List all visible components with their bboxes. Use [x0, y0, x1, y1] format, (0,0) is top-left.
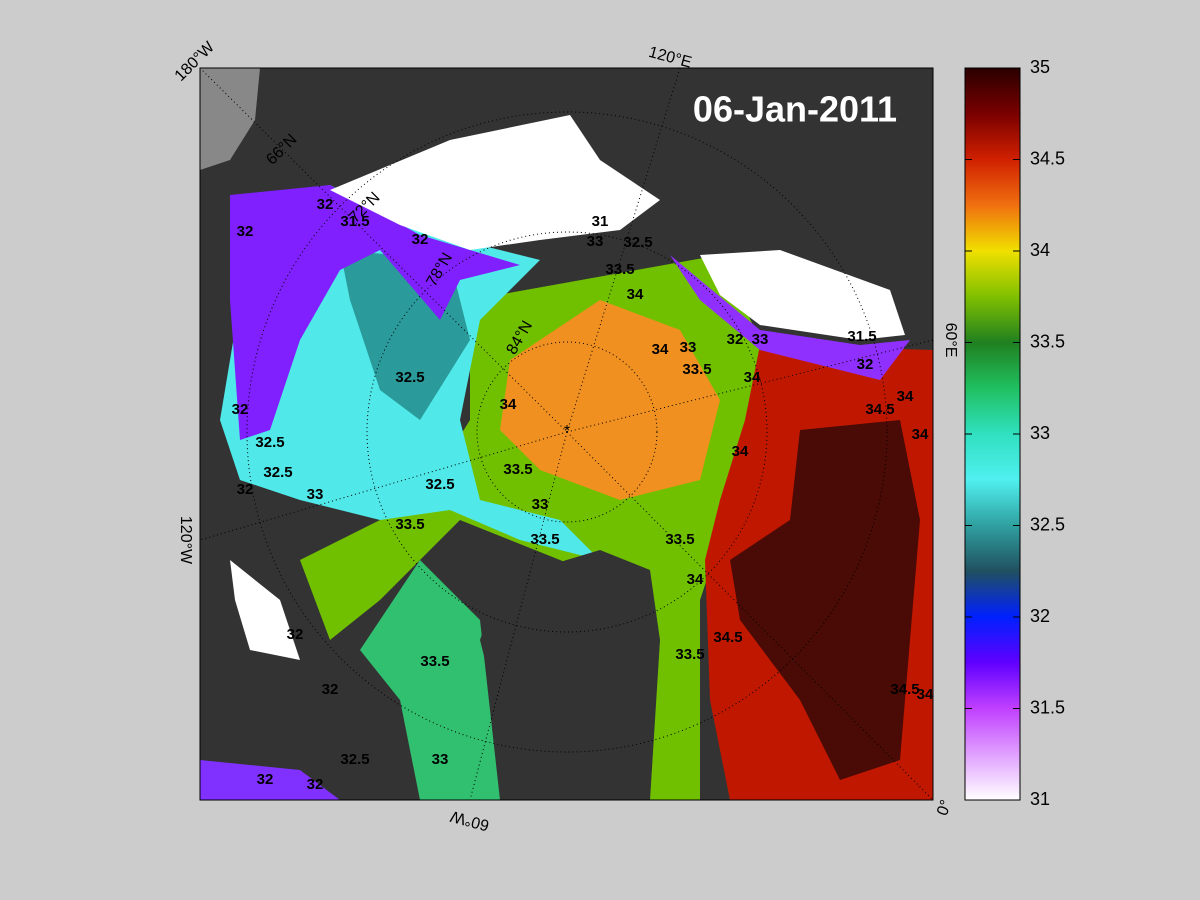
ocean-purple: [230, 185, 520, 440]
colorbar-tick-label: 33.5: [1030, 331, 1065, 351]
colorbar-tick-label: 31: [1030, 789, 1050, 809]
graticule: [200, 68, 933, 800]
contour-label: 33: [680, 339, 697, 356]
contour-label: 32: [257, 771, 274, 788]
contour-label: 33: [307, 486, 324, 503]
contour-label: 32.5: [340, 751, 369, 768]
contour-label: 32.5: [255, 434, 284, 451]
contour-label: 34.5: [865, 401, 894, 418]
longitude-label: 0°: [934, 798, 955, 818]
ocean-dark-red: [730, 420, 920, 780]
contour-label: 32: [727, 331, 744, 348]
ocean-purple-east: [670, 255, 910, 380]
contour-label: 32: [322, 681, 339, 698]
sea-ice-east: [700, 250, 905, 340]
contour-label: 34: [744, 369, 761, 386]
contour-label: 32: [857, 356, 874, 373]
contour-label: 32: [237, 223, 254, 240]
contour-label: 33.5: [395, 516, 424, 533]
map-frame: [199, 67, 934, 801]
colorbar-tick-label: 32: [1030, 606, 1050, 626]
colorbar-tick-label: 35: [1030, 57, 1050, 77]
longitude-label: 120°W: [177, 516, 194, 565]
greenland: [480, 550, 660, 800]
contour-label: 32.5: [395, 369, 424, 386]
ocean-orange: [500, 300, 720, 500]
colorbar: [964, 67, 1021, 801]
contour-label: 33.5: [503, 461, 532, 478]
contour-label: 34: [687, 571, 704, 588]
contour-label: 33: [587, 233, 604, 250]
contour-label: 32: [317, 196, 334, 213]
sea-ice: [330, 115, 660, 250]
map: *: [200, 68, 933, 800]
contour-label: 34: [917, 686, 934, 703]
contour-label: 32: [412, 231, 429, 248]
ocean-teal: [360, 560, 500, 800]
contour-label: 31.5: [340, 213, 369, 230]
contour-label: 32: [307, 776, 324, 793]
longitude-label: 60°E: [942, 323, 959, 358]
contour-label: 34: [500, 396, 517, 413]
contour-label: 33: [532, 496, 549, 513]
contour-label: 33.5: [530, 531, 559, 548]
contour-label: 34: [652, 341, 669, 358]
contour-label: 32: [237, 481, 254, 498]
contour-label: 33.5: [605, 261, 634, 278]
colorbar-tick-label: 32.5: [1030, 514, 1065, 534]
contour-label: 33.5: [682, 361, 711, 378]
pole-marker: *: [564, 423, 570, 440]
contour-label: 33.5: [665, 531, 694, 548]
contour-label: 34: [627, 286, 644, 303]
colorbar-tick-label: 31.5: [1030, 697, 1065, 717]
ocean-purple-south: [200, 760, 340, 800]
colorbar-tick-label: 33: [1030, 423, 1050, 443]
contour-label: 34: [912, 426, 929, 443]
contour-label: 31.5: [847, 328, 876, 345]
contour-label: 32.5: [263, 464, 292, 481]
contour-label: 34: [732, 443, 749, 460]
contour-label: 32: [287, 626, 304, 643]
contour-label: 34.5: [890, 681, 919, 698]
out-of-domain: [200, 68, 260, 170]
contour-label: 34: [897, 388, 914, 405]
contour-label: 31: [592, 213, 609, 230]
sea-ice-west: [230, 560, 300, 660]
contour-label: 32: [232, 401, 249, 418]
contour-label: 33: [432, 751, 449, 768]
contour-label: 34.5: [713, 629, 742, 646]
contour-label: 33.5: [675, 646, 704, 663]
date-title: 06-Jan-2011: [693, 89, 897, 130]
colorbar-tick-label: 34: [1030, 240, 1050, 260]
contour-label: 32.5: [623, 234, 652, 251]
contour-label: 33: [752, 331, 769, 348]
colorbar-tick-label: 34.5: [1030, 148, 1065, 168]
contour-label: 33.5: [420, 653, 449, 670]
contour-label: 32.5: [425, 476, 454, 493]
